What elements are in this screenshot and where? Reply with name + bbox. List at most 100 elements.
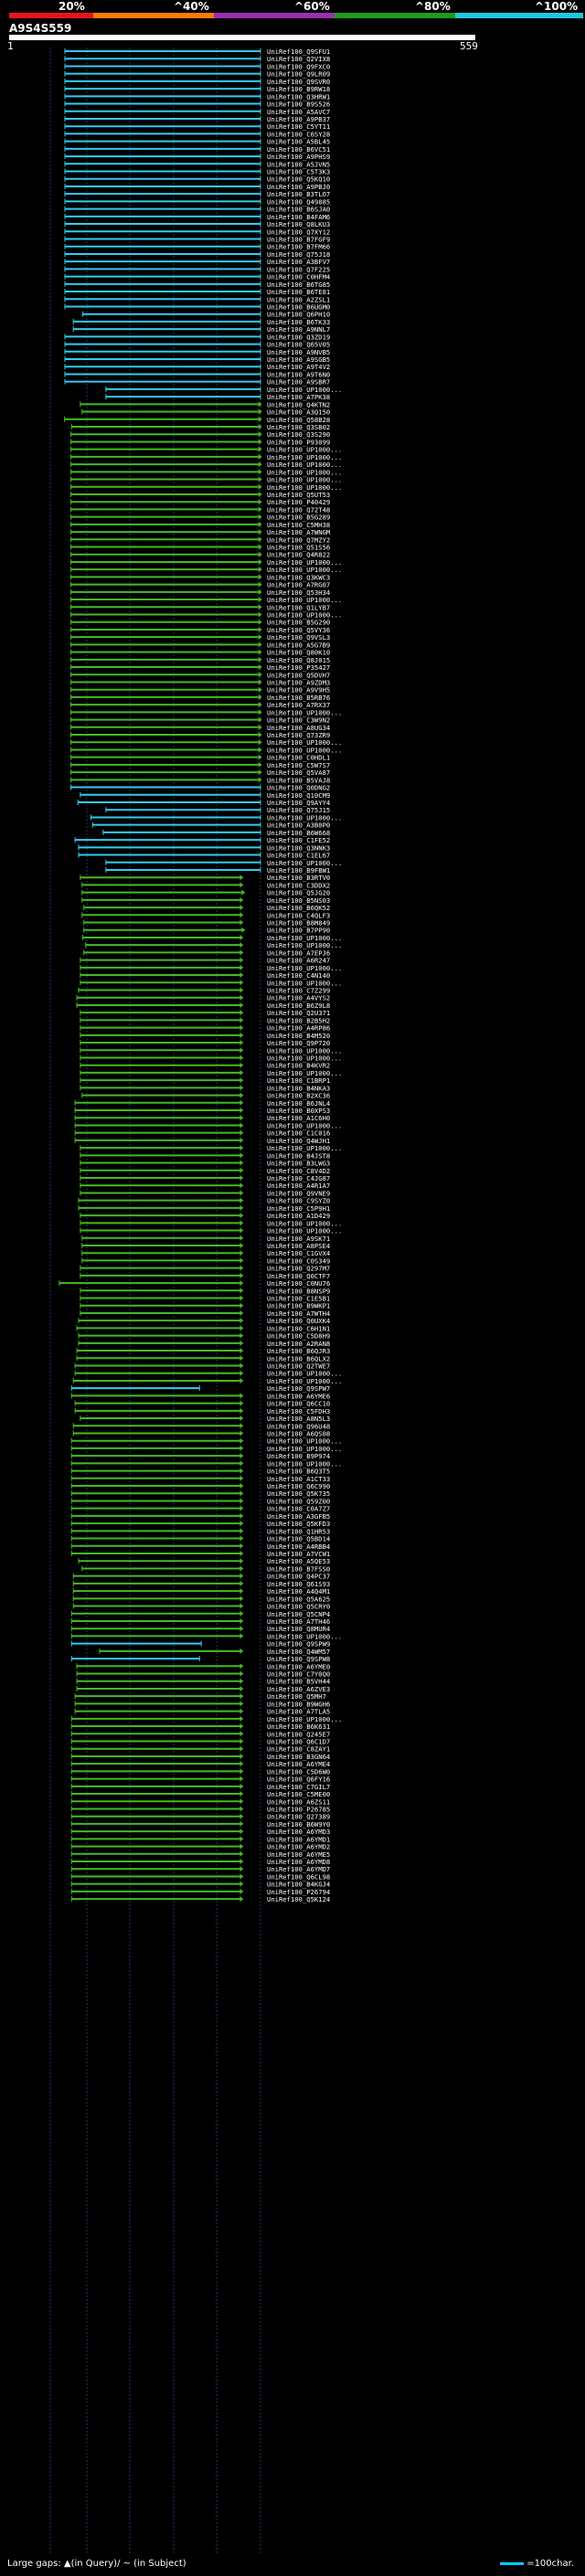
hit-label[interactable]: UniRef100_A5AVC7: [267, 108, 330, 116]
hit-label[interactable]: UniRef100_C5W7S7: [267, 761, 330, 769]
hit-label[interactable]: UniRef100_Q3HRW1: [267, 92, 330, 101]
hit-label[interactable]: UniRef100_A6YME4: [267, 1760, 330, 1768]
hit-label[interactable]: UniRef100_Q9SPW8: [267, 1655, 330, 1663]
hit-label[interactable]: UniRef100_P40429: [267, 498, 330, 506]
hit-label[interactable]: UniRef100_B6Q3T5: [267, 1468, 330, 1476]
hit-label[interactable]: UniRef100_Q5K124: [267, 1895, 330, 1903]
hit-label[interactable]: UniRef100_B3RTV0: [267, 874, 330, 882]
hit-label[interactable]: UniRef100_Q9P720: [267, 1039, 330, 1047]
hit-label[interactable]: UniRef100_A7RG07: [267, 581, 330, 589]
hit-label[interactable]: UniRef100_Q9SFU1: [267, 48, 330, 56]
hit-label[interactable]: UniRef100_C7GIL7: [267, 1783, 330, 1791]
hit-label[interactable]: UniRef100_A6YMD7: [267, 1865, 330, 1873]
hit-label[interactable]: UniRef100_P26785: [267, 1805, 330, 1813]
hit-label[interactable]: UniRef100_Q2TWE7: [267, 1362, 330, 1371]
hit-label[interactable]: UniRef100_A7TLA5: [267, 1708, 330, 1716]
hit-label[interactable]: UniRef100_A9T4V2: [267, 363, 330, 371]
hit-label[interactable]: UniRef100_UP1000...: [267, 1632, 342, 1640]
hit-label[interactable]: UniRef100_Q9SVR0: [267, 78, 330, 86]
hit-label[interactable]: UniRef100_C5YT11: [267, 122, 330, 131]
hit-label[interactable]: UniRef100_Q5CRY0: [267, 1603, 330, 1611]
hit-label[interactable]: UniRef100_Q9VNE9: [267, 1189, 330, 1197]
hit-label[interactable]: UniRef100_C5P9H1: [267, 1204, 330, 1213]
hit-label[interactable]: UniRef100_Q4WM57: [267, 1648, 330, 1656]
hit-label[interactable]: UniRef100_A5JVN5: [267, 160, 330, 168]
hit-label[interactable]: UniRef100_Q61S93: [267, 1580, 330, 1588]
hit-label[interactable]: UniRef100_B5RB76: [267, 694, 330, 702]
hit-label[interactable]: UniRef100_Q5VY36: [267, 626, 330, 634]
hit-label[interactable]: UniRef100_A5G7B9: [267, 641, 330, 649]
hit-label[interactable]: UniRef100_B6QK52: [267, 904, 330, 912]
hit-label[interactable]: UniRef100_C9SYZ0: [267, 1197, 330, 1205]
hit-label[interactable]: UniRef100_A3GFB5: [267, 1512, 330, 1521]
hit-label[interactable]: UniRef100_Q3S290: [267, 430, 330, 439]
hit-label[interactable]: UniRef100_B6QJR3: [267, 1347, 330, 1355]
hit-label[interactable]: UniRef100_A6ZS11: [267, 1797, 330, 1806]
hit-label[interactable]: UniRef100_C8ZAY1: [267, 1745, 330, 1754]
hit-label[interactable]: UniRef100_A7RX37: [267, 701, 330, 709]
hit-label[interactable]: UniRef100_B9RW18: [267, 85, 330, 93]
hit-label[interactable]: UniRef100_A6QS08: [267, 1429, 330, 1437]
hit-label[interactable]: UniRef100_A1D429: [267, 1212, 330, 1220]
hit-label[interactable]: UniRef100_C1EL67: [267, 852, 330, 860]
hit-label[interactable]: UniRef100_B7FGF9: [267, 236, 330, 244]
hit-label[interactable]: UniRef100_A9ZDM3: [267, 678, 330, 686]
hit-label[interactable]: UniRef100_A9SK71: [267, 1235, 330, 1243]
hit-label[interactable]: UniRef100_UP1000...: [267, 934, 342, 942]
hit-label[interactable]: UniRef100_A6YMD2: [267, 1843, 330, 1851]
hit-label[interactable]: UniRef100_C5MH38: [267, 521, 330, 529]
hit-label[interactable]: UniRef100_B6TG85: [267, 281, 330, 289]
hit-label[interactable]: UniRef100_A9PHS9: [267, 153, 330, 161]
hit-label[interactable]: UniRef100_C5ME00: [267, 1790, 330, 1798]
hit-label[interactable]: UniRef100_Q5A625: [267, 1595, 330, 1603]
hit-label[interactable]: UniRef100_Q27389: [267, 1813, 330, 1821]
hit-label[interactable]: UniRef100_A6YMD1: [267, 1835, 330, 1843]
hit-label[interactable]: UniRef100_Q6FY16: [267, 1776, 330, 1784]
hit-label[interactable]: UniRef100_B2B5H2: [267, 1016, 330, 1024]
hit-label[interactable]: UniRef100_B3TLO7: [267, 190, 330, 198]
hit-label[interactable]: UniRef100_Q5MH7: [267, 1692, 326, 1701]
hit-label[interactable]: UniRef100_Q5DVH7: [267, 671, 330, 679]
hit-label[interactable]: UniRef100_Q9LR09: [267, 70, 330, 79]
hit-label[interactable]: UniRef100_Q7XY12: [267, 228, 330, 236]
hit-label[interactable]: UniRef100_Q6C1D7: [267, 1738, 330, 1746]
hit-label[interactable]: UniRef100_UP1000...: [267, 1370, 342, 1378]
hit-label[interactable]: UniRef100_Q75J18: [267, 250, 330, 259]
hit-label[interactable]: UniRef100_UP1000...: [267, 461, 342, 469]
hit-label[interactable]: UniRef100_A5BL45: [267, 138, 330, 146]
hit-label[interactable]: UniRef100_B7FM66: [267, 243, 330, 251]
hit-label[interactable]: UniRef100_A9V9H5: [267, 686, 330, 694]
hit-label[interactable]: UniRef100_B6TK33: [267, 318, 330, 326]
hit-label[interactable]: UniRef100_B6UGM0: [267, 302, 330, 311]
hit-label[interactable]: UniRef100_B6Z9L8: [267, 1002, 330, 1010]
hit-label[interactable]: UniRef100_A9NNL7: [267, 325, 330, 334]
hit-label[interactable]: UniRef100_B9FBW1: [267, 866, 330, 875]
hit-label[interactable]: UniRef100_C5D8H9: [267, 1332, 330, 1341]
hit-label[interactable]: UniRef100_C7Y0Q0: [267, 1670, 330, 1679]
hit-label[interactable]: UniRef100_UP1000...: [267, 453, 342, 461]
hit-label[interactable]: UniRef100_A7WNGM: [267, 528, 331, 536]
hit-label[interactable]: UniRef100_C5D6W0: [267, 1767, 330, 1776]
hit-label[interactable]: UniRef100_A9SBR7: [267, 378, 330, 387]
hit-label[interactable]: UniRef100_C1C016: [267, 1129, 330, 1138]
hit-label[interactable]: UniRef100_A4RP86: [267, 1024, 330, 1033]
hit-label[interactable]: UniRef100_UP1000...: [267, 813, 342, 822]
hit-label[interactable]: UniRef100_C0HDL1: [267, 754, 330, 762]
hit-label[interactable]: UniRef100_Q9SPW9: [267, 1640, 330, 1648]
hit-label[interactable]: UniRef100_Q59Z00: [267, 1497, 330, 1505]
hit-label[interactable]: UniRef100_Q3KWC3: [267, 573, 330, 581]
hit-label[interactable]: UniRef100_B6W9Y0: [267, 1820, 330, 1829]
hit-label[interactable]: UniRef100_Q5CNP4: [267, 1610, 330, 1618]
hit-label[interactable]: UniRef100_A7VCW1: [267, 1550, 330, 1558]
hit-label[interactable]: UniRef100_C6H1N1: [267, 1324, 330, 1332]
hit-label[interactable]: UniRef100_Q1HR53: [267, 1527, 330, 1535]
hit-label[interactable]: UniRef100_Q53H34: [267, 588, 330, 597]
hit-label[interactable]: UniRef100_Q9SPW7: [267, 1384, 330, 1393]
hit-label[interactable]: UniRef100_P26794: [267, 1888, 330, 1896]
hit-label[interactable]: UniRef100_Q58B28: [267, 416, 330, 424]
hit-label[interactable]: UniRef100_B2XC36: [267, 1092, 330, 1100]
hit-label[interactable]: UniRef100_Q72T48: [267, 505, 330, 514]
hit-label[interactable]: UniRef100_UP1000...: [267, 446, 342, 454]
hit-label[interactable]: UniRef100_C5T3K3: [267, 168, 330, 176]
hit-label[interactable]: UniRef100_Q96U48: [267, 1422, 330, 1430]
